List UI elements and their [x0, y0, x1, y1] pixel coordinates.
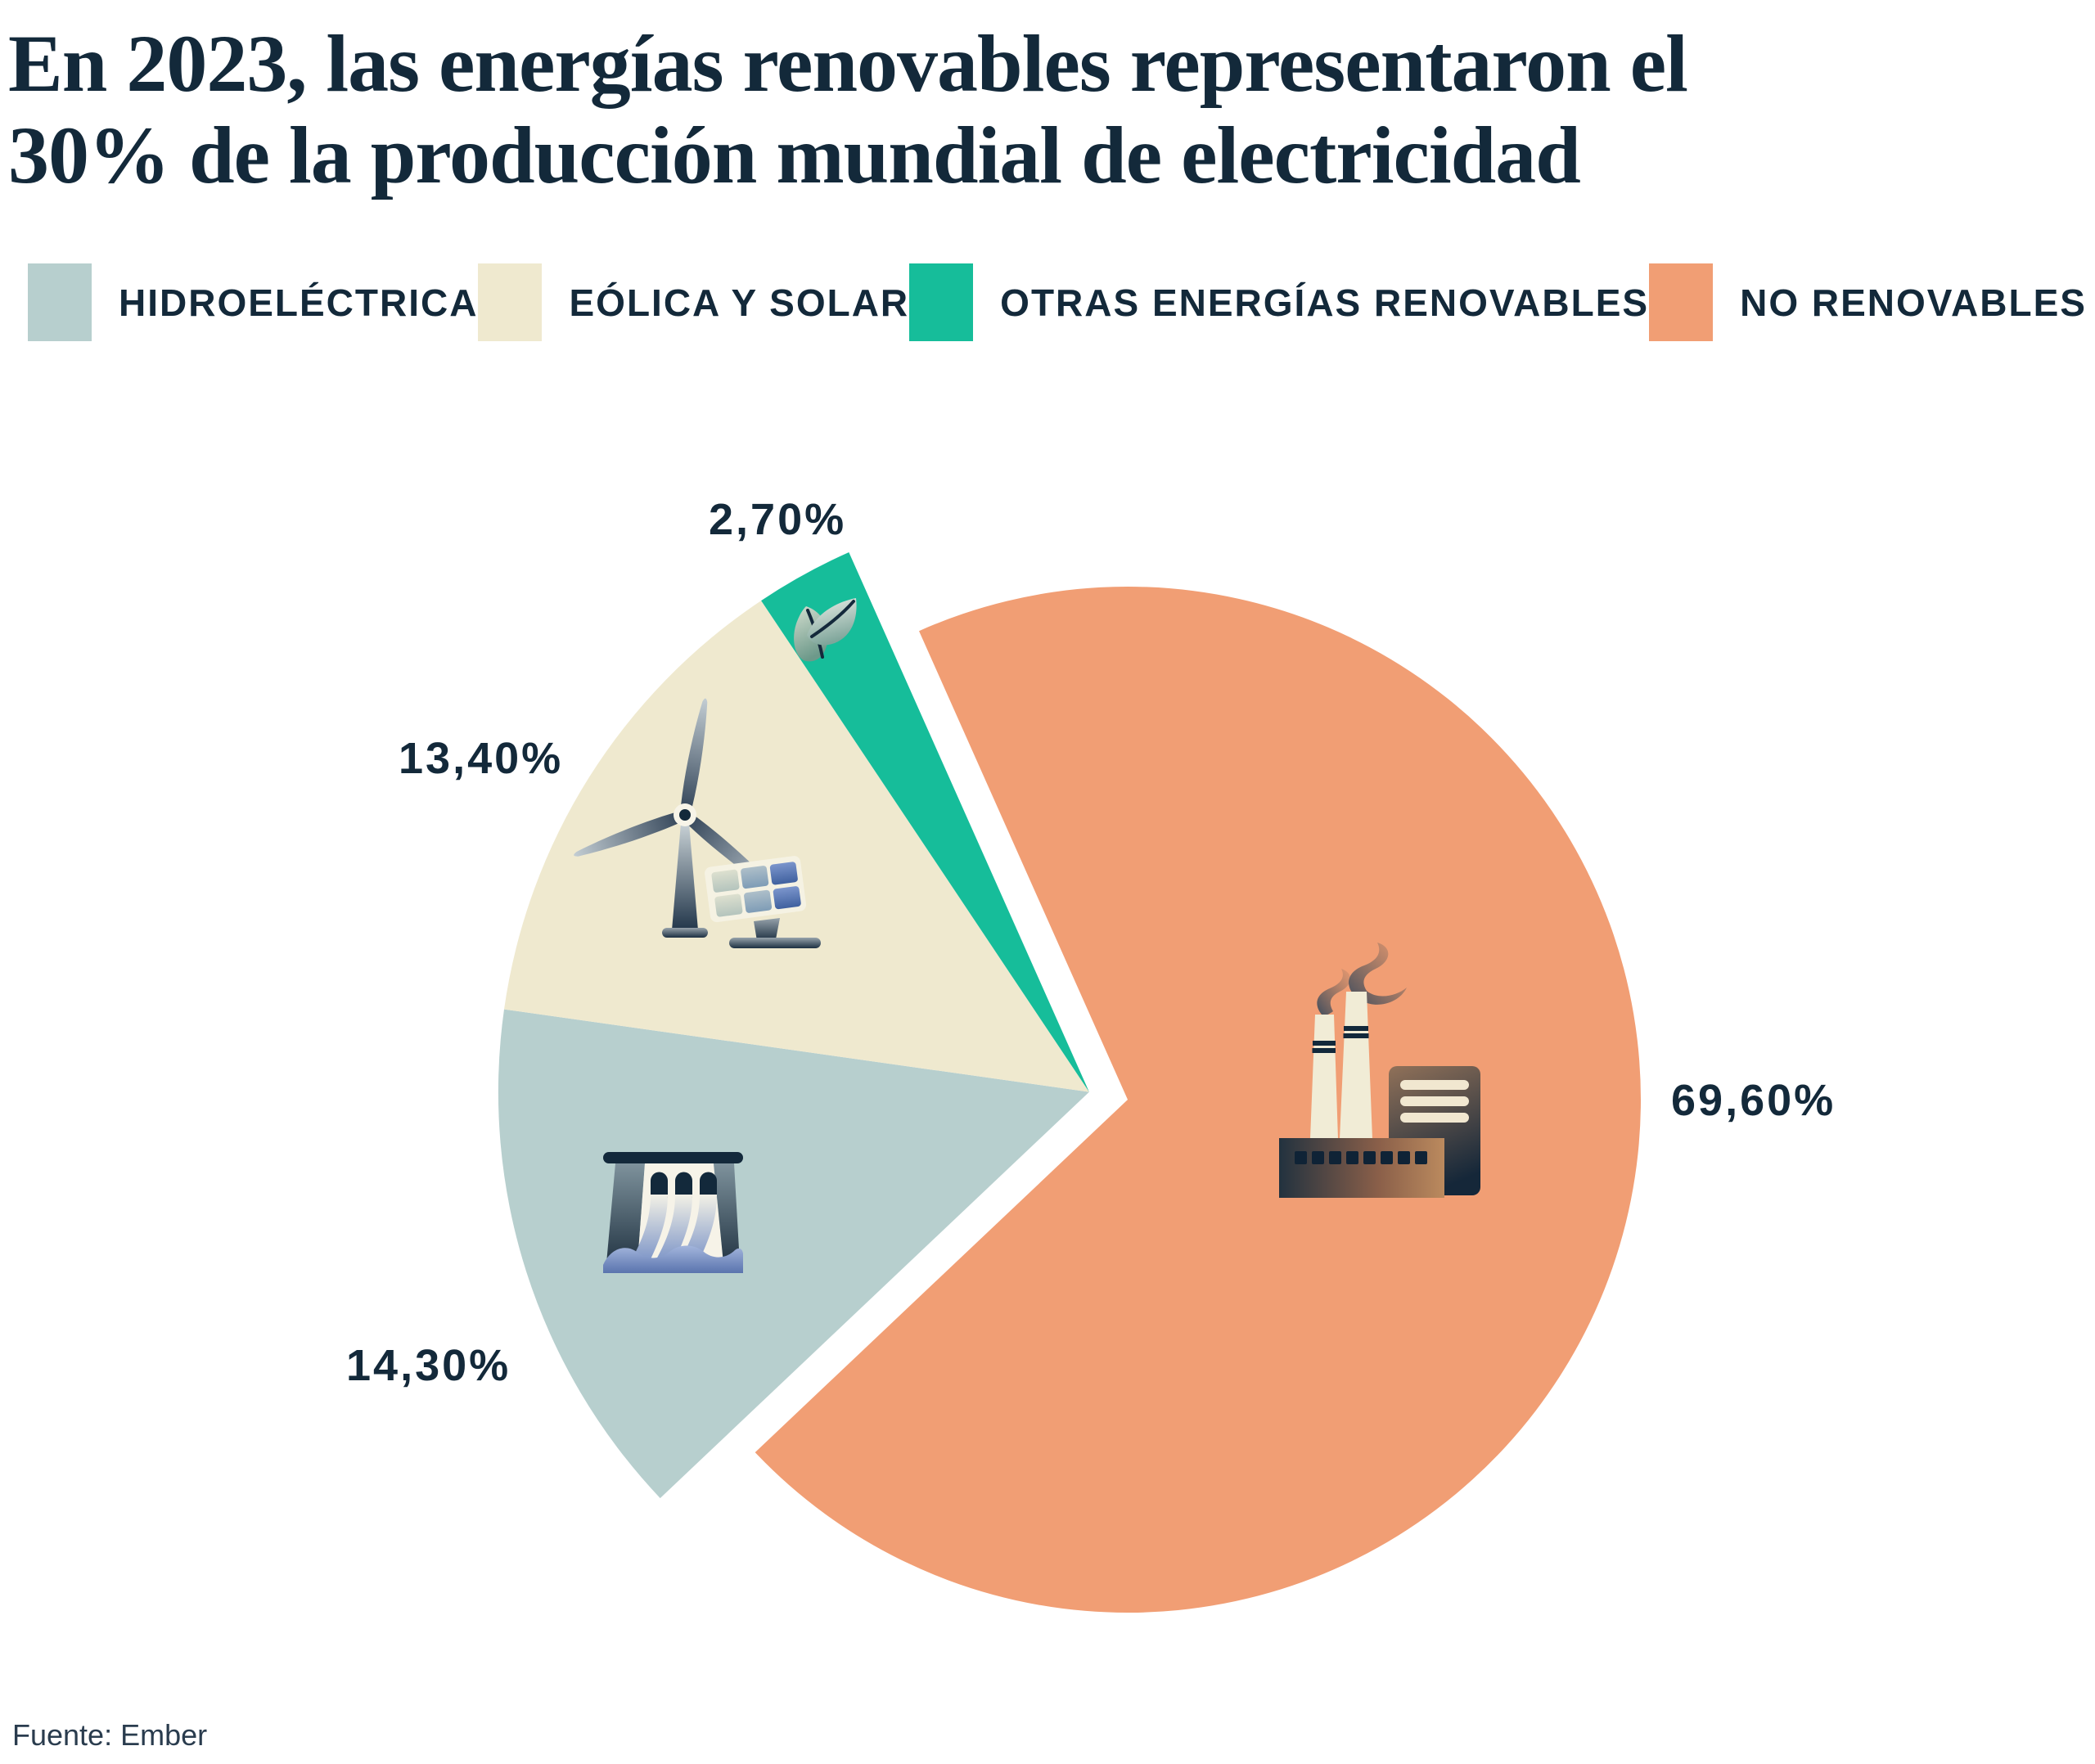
- legend-item-otras-renovables: OTRAS ENERGÍAS RENOVABLES: [909, 263, 1649, 341]
- legend-item-no-renovables: NO RENOVABLES: [1649, 263, 2087, 341]
- legend-label-hidroelectrica: HIDROELÉCTRICA: [119, 281, 479, 324]
- wind-turbine-solar-panel-icon: [574, 698, 821, 948]
- legend-swatch-otras-renovables: [909, 263, 974, 341]
- slice-no-renovables[interactable]: [755, 587, 1641, 1613]
- dam-icon: [603, 1152, 743, 1273]
- value-label-no-renovables: 69,60%: [1671, 1076, 1836, 1125]
- legend: HIDROELÉCTRICA EÓLICA Y SOLAR OTRAS ENER…: [28, 263, 2087, 341]
- value-label-hidroelectrica: 14,30%: [346, 1341, 511, 1390]
- slice-hidroelectrica[interactable]: [498, 1009, 1089, 1499]
- slice-otras-renovables[interactable]: [761, 552, 1089, 1092]
- slice-eolica-solar[interactable]: [504, 601, 1089, 1092]
- legend-label-otras-renovables: OTRAS ENERGÍAS RENOVABLES: [1000, 281, 1650, 324]
- legend-swatch-eolica-solar: [478, 263, 543, 341]
- legend-swatch-hidroelectrica: [28, 263, 92, 341]
- value-label-eolica-solar: 13,40%: [399, 734, 564, 783]
- leaf-icon: [794, 598, 857, 662]
- page-title-line1: En 2023, las energías renovables represe…: [8, 18, 1688, 109]
- source-note: Fuente: Ember: [12, 1718, 208, 1752]
- legend-label-no-renovables: NO RENOVABLES: [1740, 281, 2087, 324]
- legend-label-eolica-solar: EÓLICA Y SOLAR: [569, 281, 910, 324]
- legend-item-eolica-solar: EÓLICA Y SOLAR: [478, 263, 909, 341]
- factory-windows: [1295, 1151, 1427, 1164]
- legend-swatch-no-renovables: [1649, 263, 1714, 341]
- factory-icon: [1279, 943, 1480, 1198]
- page-title: En 2023, las energías renovables represe…: [8, 18, 2088, 201]
- value-label-otras-renovables: 2,70%: [709, 495, 847, 544]
- page-title-line2: 30% de la producción mundial de electric…: [8, 110, 1581, 200]
- legend-item-hidroelectrica: HIDROELÉCTRICA: [28, 263, 478, 341]
